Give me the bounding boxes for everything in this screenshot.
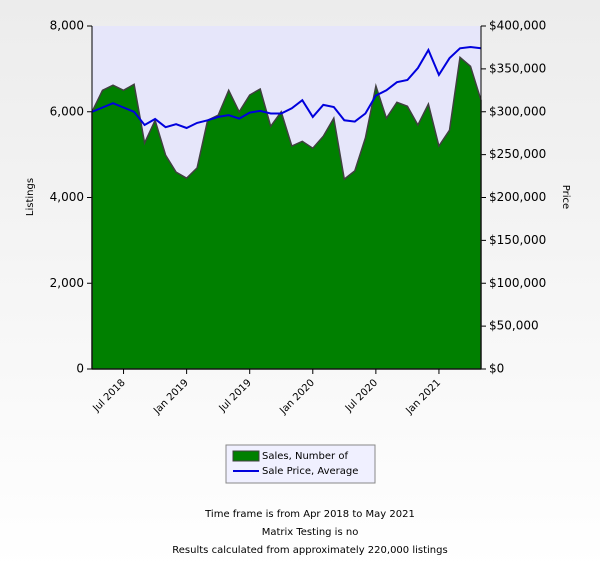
y-tick-label: 2,000 [50, 276, 84, 290]
legend-label: Sales, Number of [262, 451, 348, 462]
y2-tick-label: $0 [489, 362, 504, 376]
y2-tick-label: $350,000 [489, 61, 546, 75]
footer-line: Results calculated from approximately 22… [172, 545, 447, 556]
y-tick-label: 6,000 [50, 104, 84, 118]
y2-tick-label: $300,000 [489, 104, 546, 118]
footer: Time frame is from Apr 2018 to May 2021 M… [172, 509, 447, 556]
y2-tick-label: $100,000 [489, 276, 546, 290]
y2-axis-title: Price [560, 185, 571, 209]
y2-tick-label: $150,000 [489, 233, 546, 247]
y-tick-label: 4,000 [50, 190, 84, 204]
legend-swatch [232, 450, 260, 462]
y-axis-title: Listings [25, 178, 36, 216]
y2-tick-label: $200,000 [489, 190, 546, 204]
y-tick-label: 0 [76, 362, 84, 376]
footer-line: Matrix Testing is no [262, 527, 359, 538]
y2-tick-label: $250,000 [489, 147, 546, 161]
line [91, 45, 482, 130]
y-tick-label: 8,000 [50, 19, 84, 33]
legend-label: Sale Price, Average [262, 466, 358, 477]
area [91, 55, 482, 370]
y2-tick-label: $400,000 [489, 19, 546, 33]
legend-items: Sales, Number of Sale Price, Average [232, 450, 358, 477]
y2-tick-label: $50,000 [489, 319, 539, 333]
footer-line: Time frame is from Apr 2018 to May 2021 [204, 509, 415, 520]
